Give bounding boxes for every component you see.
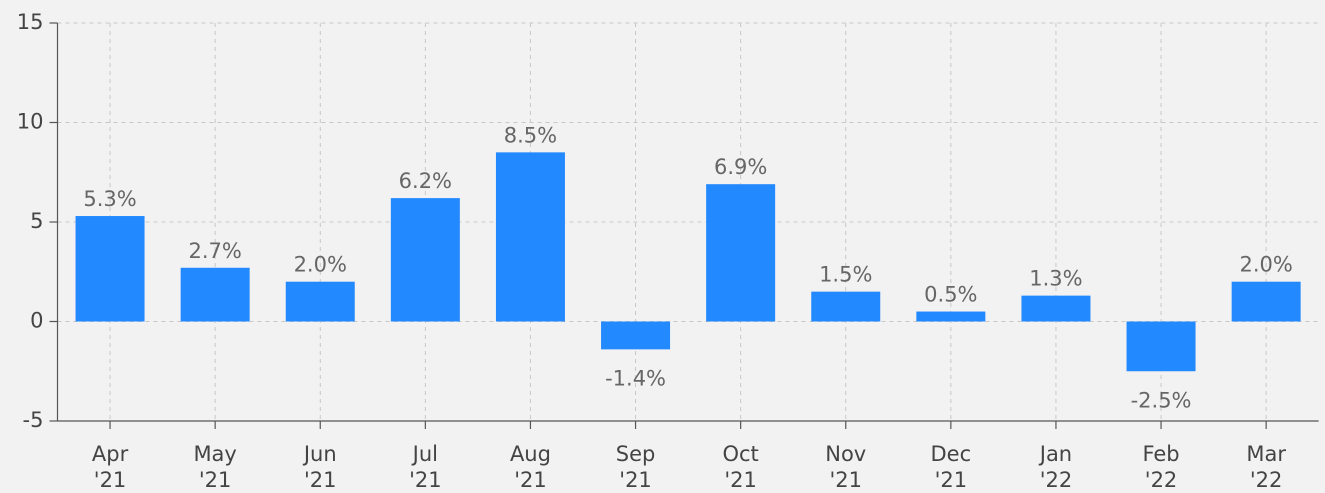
y-tick-label: 15 <box>17 10 44 34</box>
value-label: 5.3% <box>83 187 136 211</box>
value-label: 2.7% <box>188 239 241 263</box>
bar <box>495 152 565 322</box>
x-tick-label: Jan '22 <box>1038 442 1072 492</box>
y-tick-label: -5 <box>23 408 44 432</box>
x-tick-label-line: '21 <box>514 468 547 492</box>
value-label: 0.5% <box>924 283 977 307</box>
x-tick-label-line: Aug <box>510 442 551 466</box>
bar <box>916 311 986 322</box>
bar <box>180 267 250 322</box>
x-tick-label: Sep '21 <box>616 442 656 492</box>
x-tick-label-line: Sep <box>616 442 656 466</box>
y-tick-label: 0 <box>30 309 43 333</box>
bar <box>285 281 355 322</box>
x-tick-label: Jun '21 <box>302 442 337 492</box>
x-tick-label: Dec '21 <box>931 442 972 492</box>
value-label: -2.5% <box>1131 388 1192 412</box>
bar <box>390 198 460 322</box>
x-tick-label-line: Feb <box>1142 442 1179 466</box>
x-tick-label-line: '22 <box>1040 468 1073 492</box>
x-tick-label-line: Nov <box>825 442 866 466</box>
x-tick-label-line: Jun <box>302 442 337 466</box>
value-label: 8.5% <box>504 123 557 147</box>
x-tick-label-line: '21 <box>94 468 127 492</box>
value-label: 2.0% <box>294 253 347 277</box>
y-tick-label: 10 <box>17 110 44 134</box>
x-tick-label-line: Jan <box>1038 442 1072 466</box>
x-tick-label-line: '21 <box>619 468 652 492</box>
x-tick-label: Aug '21 <box>510 442 551 492</box>
x-tick-label-line: Jul <box>411 442 438 466</box>
x-tick-label: Jul '21 <box>409 442 442 492</box>
x-tick-label: Nov '21 <box>825 442 866 492</box>
x-tick-label: Oct '21 <box>722 442 758 492</box>
bar <box>75 216 145 322</box>
x-tick-label: May '21 <box>193 442 236 492</box>
x-tick-label-line: '21 <box>409 468 442 492</box>
value-label: 1.5% <box>819 263 872 287</box>
x-tick-label-line: Apr <box>92 442 129 466</box>
bar <box>811 291 881 322</box>
x-tick-label-line: '21 <box>199 468 232 492</box>
x-tick-label-line: '22 <box>1250 468 1283 492</box>
x-tick-label: Apr '21 <box>92 442 129 492</box>
x-tick-label-line: '21 <box>830 468 863 492</box>
value-label: 2.0% <box>1239 253 1292 277</box>
bar <box>706 184 776 322</box>
bar <box>1021 295 1091 322</box>
x-tick-label-line: '21 <box>724 468 757 492</box>
x-tick-label-line: '21 <box>935 468 968 492</box>
x-tick-label-line: May <box>193 442 236 466</box>
x-tick-label-line: Mar <box>1246 442 1286 466</box>
bar <box>1231 281 1301 322</box>
x-tick-label-line: '22 <box>1145 468 1178 492</box>
value-label: 6.2% <box>399 169 452 193</box>
x-tick-label-line: Dec <box>931 442 972 466</box>
bar <box>1126 321 1196 372</box>
bar <box>601 321 671 350</box>
x-tick-label-line: '21 <box>304 468 337 492</box>
value-label: -1.4% <box>605 366 666 390</box>
x-tick-label: Mar '22 <box>1246 442 1286 492</box>
y-tick-label: 5 <box>30 209 43 233</box>
value-label: 6.9% <box>714 155 767 179</box>
value-label: 1.3% <box>1029 267 1082 291</box>
x-tick-label: Feb '22 <box>1142 442 1179 492</box>
x-tick-label-line: Oct <box>722 442 758 466</box>
